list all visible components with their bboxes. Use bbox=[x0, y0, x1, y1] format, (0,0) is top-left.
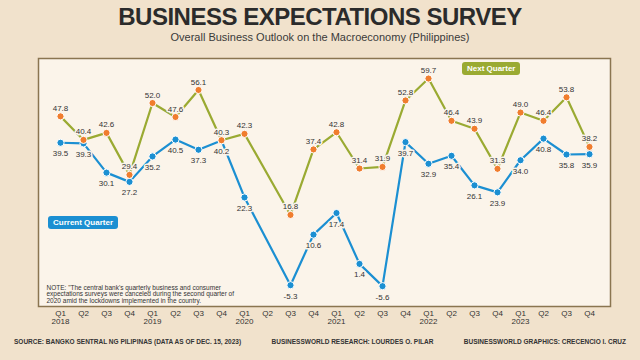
svg-text:47.8: 47.8 bbox=[53, 104, 69, 113]
svg-text:Q4: Q4 bbox=[400, 309, 411, 318]
html-text:BUSINESSWORLD RESEARCH: LOURDE: BUSINESSWORLD RESEARCH: LOURDES O. PILAR bbox=[271, 338, 434, 345]
svg-text:Q2: Q2 bbox=[170, 309, 181, 318]
svg-text:35.2: 35.2 bbox=[145, 163, 161, 172]
svg-text:Q4: Q4 bbox=[492, 309, 503, 318]
svg-text:40.8: 40.8 bbox=[536, 145, 552, 154]
svg-text:42.6: 42.6 bbox=[99, 120, 115, 129]
svg-text:1.4: 1.4 bbox=[354, 270, 366, 279]
svg-text:Q12022: Q12022 bbox=[420, 309, 438, 326]
svg-text:35.9: 35.9 bbox=[582, 161, 598, 170]
svg-text:Q2: Q2 bbox=[538, 309, 549, 318]
svg-text:30.1: 30.1 bbox=[99, 179, 115, 188]
svg-text:Q4: Q4 bbox=[124, 309, 135, 318]
svg-text:Q4: Q4 bbox=[584, 309, 595, 318]
svg-text:34.0: 34.0 bbox=[513, 167, 529, 176]
svg-text:47.6: 47.6 bbox=[168, 105, 184, 114]
svg-text:32.9: 32.9 bbox=[421, 170, 437, 179]
svg-text:37.4: 37.4 bbox=[306, 137, 322, 146]
svg-text:Q2: Q2 bbox=[354, 309, 365, 318]
svg-text:23.9: 23.9 bbox=[490, 199, 506, 208]
svg-text:Q12018: Q12018 bbox=[52, 309, 70, 326]
svg-text:Q3: Q3 bbox=[285, 309, 296, 318]
svg-text:40.4: 40.4 bbox=[76, 127, 92, 136]
svg-text:-5.6: -5.6 bbox=[376, 293, 390, 302]
svg-text:40.5: 40.5 bbox=[168, 146, 184, 155]
svg-text:Q3: Q3 bbox=[561, 309, 572, 318]
svg-text:16.8: 16.8 bbox=[283, 202, 299, 211]
svg-text:17.4: 17.4 bbox=[329, 220, 345, 229]
svg-text:35.8: 35.8 bbox=[559, 161, 575, 170]
svg-text:42.8: 42.8 bbox=[329, 120, 345, 129]
svg-text:Q3: Q3 bbox=[193, 309, 204, 318]
html-text:Next Quarter: Next Quarter bbox=[467, 64, 516, 73]
svg-text:Q4: Q4 bbox=[216, 309, 227, 318]
svg-text:Q12023: Q12023 bbox=[512, 309, 530, 326]
svg-text:59.7: 59.7 bbox=[421, 66, 437, 75]
svg-text:26.1: 26.1 bbox=[467, 192, 483, 201]
svg-text:10.6: 10.6 bbox=[306, 241, 322, 250]
svg-text:49.0: 49.0 bbox=[513, 100, 529, 109]
svg-text:-5.3: -5.3 bbox=[284, 292, 298, 301]
svg-text:56.1: 56.1 bbox=[191, 78, 207, 87]
svg-text:39.5: 39.5 bbox=[53, 149, 69, 158]
svg-text:Q2: Q2 bbox=[262, 309, 273, 318]
svg-text:Q3: Q3 bbox=[377, 309, 388, 318]
svg-text:43.9: 43.9 bbox=[467, 116, 483, 125]
svg-text:Q3: Q3 bbox=[101, 309, 112, 318]
svg-text:52.8: 52.8 bbox=[398, 88, 414, 97]
svg-text:35.4: 35.4 bbox=[444, 162, 460, 171]
svg-text:52.0: 52.0 bbox=[145, 91, 161, 100]
svg-text:Q3: Q3 bbox=[469, 309, 480, 318]
svg-text:38.2: 38.2 bbox=[582, 134, 598, 143]
html-text:BUSINESS EXPECTATIONS SURVEY: BUSINESS EXPECTATIONS SURVEY bbox=[118, 3, 522, 30]
svg-text:46.4: 46.4 bbox=[444, 108, 460, 117]
svg-text:Q12021: Q12021 bbox=[328, 309, 346, 326]
svg-text:Q2: Q2 bbox=[78, 309, 89, 318]
svg-text:31.4: 31.4 bbox=[352, 156, 368, 165]
svg-text:22.3: 22.3 bbox=[237, 204, 253, 213]
svg-text:53.8: 53.8 bbox=[559, 85, 575, 94]
svg-text:40.2: 40.2 bbox=[214, 147, 230, 156]
html-text:Overall Business Outlook on th: Overall Business Outlook on the Macroeco… bbox=[170, 31, 470, 43]
svg-text:29.4: 29.4 bbox=[122, 162, 138, 171]
svg-text:39.3: 39.3 bbox=[76, 150, 92, 159]
svg-text:42.3: 42.3 bbox=[237, 121, 253, 130]
svg-text:Q2: Q2 bbox=[446, 309, 457, 318]
svg-text:46.4: 46.4 bbox=[536, 108, 552, 117]
svg-text:27.2: 27.2 bbox=[122, 188, 138, 197]
html-text:Current Quarter: Current Quarter bbox=[53, 218, 113, 227]
svg-text:39.7: 39.7 bbox=[398, 149, 414, 158]
svg-text:Q12020: Q12020 bbox=[236, 309, 254, 326]
svg-text:37.3: 37.3 bbox=[191, 156, 207, 165]
svg-text:40.3: 40.3 bbox=[214, 128, 230, 137]
svg-text:NOTE: "The central bank's quar: NOTE: "The central bank's quarterly busi… bbox=[47, 284, 235, 305]
svg-text:Q4: Q4 bbox=[308, 309, 319, 318]
svg-text:Q12019: Q12019 bbox=[144, 309, 162, 326]
svg-text:31.9: 31.9 bbox=[375, 154, 391, 163]
svg-text:31.3: 31.3 bbox=[490, 156, 506, 165]
html-text:SOURCE: BANGKO SENTRAL NG PILI: SOURCE: BANGKO SENTRAL NG PILIPINAS (DAT… bbox=[14, 338, 241, 345]
html-text:BUSINESSWORLD GRAPHICS: CRECEN: BUSINESSWORLD GRAPHICS: CRECENCIO I. CRU… bbox=[463, 338, 626, 345]
